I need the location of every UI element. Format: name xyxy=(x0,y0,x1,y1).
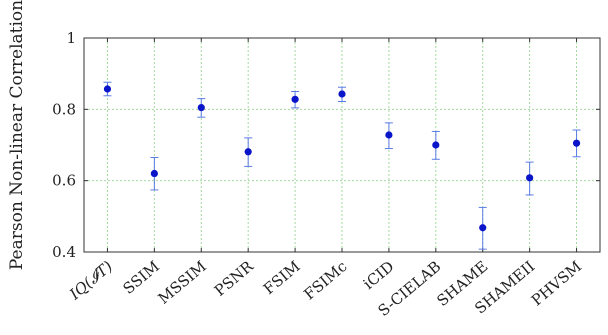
x-tick-label: FSIMc xyxy=(300,257,350,303)
data-point xyxy=(197,103,205,112)
data-points xyxy=(103,85,581,232)
data-point xyxy=(291,95,299,103)
y-axis-ticks: 0.4 0.6 0.8 1 xyxy=(52,29,600,261)
data-point xyxy=(432,141,440,149)
y-tick-label: 0.4 xyxy=(52,243,76,261)
grid-lines xyxy=(84,38,600,252)
data-point xyxy=(150,169,158,178)
data-point xyxy=(479,224,487,232)
x-tick-label: PHVSM xyxy=(528,257,585,309)
y-tick-label: 1 xyxy=(66,29,76,47)
data-point xyxy=(338,90,346,98)
y-axis-label: Pearson Non-linear Correlation xyxy=(7,0,27,270)
error-bars xyxy=(103,81,581,250)
x-tick-label: IQ(𝓘T) xyxy=(65,257,116,304)
data-point xyxy=(526,174,534,182)
x-tick-label: PSNR xyxy=(211,257,257,300)
data-point xyxy=(244,148,252,156)
data-point xyxy=(385,131,393,139)
x-tick-label: MSSIM xyxy=(155,257,210,307)
y-tick-label: 0.8 xyxy=(52,100,76,118)
x-tick-label: iCID xyxy=(360,257,398,293)
y-tick-label: 0.6 xyxy=(52,172,76,190)
data-point xyxy=(572,139,581,147)
x-tick-label: FSIM xyxy=(260,257,304,298)
data-point xyxy=(103,85,112,93)
